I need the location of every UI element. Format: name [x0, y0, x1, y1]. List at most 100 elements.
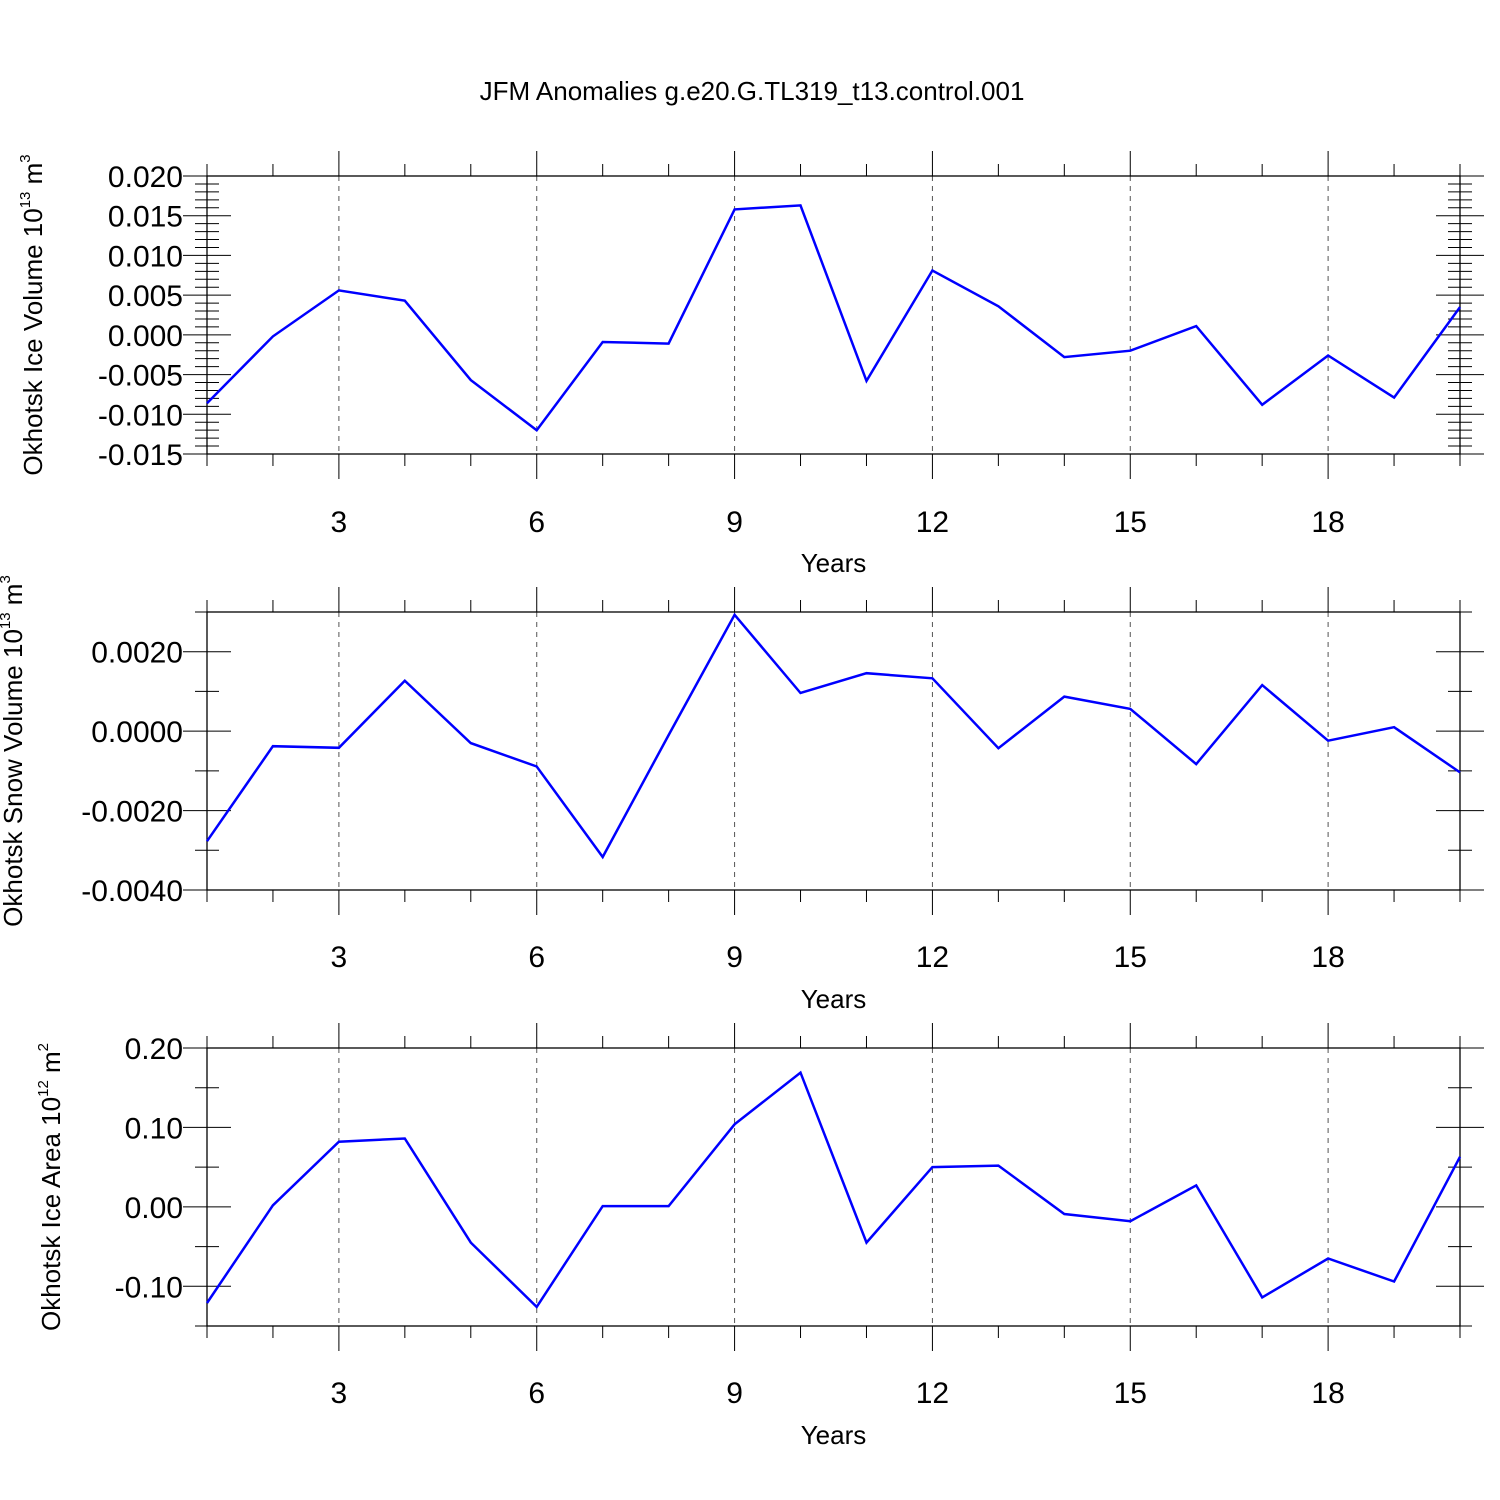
x-tick-label: 18: [1311, 1377, 1344, 1410]
data-point: [1128, 349, 1132, 353]
x-tick-label: 9: [726, 1377, 743, 1410]
x-tick-label: 9: [726, 941, 743, 974]
data-point: [271, 744, 275, 748]
y-tick-label: 0.10: [125, 1112, 183, 1145]
data-point: [205, 839, 209, 843]
data-point: [1458, 305, 1462, 309]
plot-frame: [206, 175, 1461, 455]
data-point: [930, 269, 934, 273]
data-point: [864, 671, 868, 675]
x-tick-label: 3: [331, 1377, 348, 1410]
plot-frame: [206, 1047, 1461, 1327]
data-point: [1260, 683, 1264, 687]
data-point: [1062, 695, 1066, 699]
y-axis-label: Okhotsk Snow Volume 1013 m3: [0, 575, 28, 927]
data-point: [667, 733, 671, 737]
series-line: [205, 1070, 1462, 1309]
x-axis-label: Years: [801, 548, 867, 578]
data-point: [337, 746, 341, 750]
data-point: [469, 741, 473, 745]
data-point: [1458, 1155, 1462, 1159]
data-point: [1326, 1256, 1330, 1260]
x-tick-label: 12: [916, 506, 949, 539]
data-point: [799, 691, 803, 695]
data-point: [535, 1305, 539, 1309]
data-point: [930, 676, 934, 680]
data-point: [799, 203, 803, 207]
data-point: [403, 1137, 407, 1141]
x-tick-label: 3: [331, 941, 348, 974]
y-axis-label: Okhotsk Ice Area 1012 m2: [35, 1043, 66, 1331]
panel-2: -0.0040 -0.0020 0.0000 0.0020 3 6 9 12 15 18 Years…: [0, 575, 1484, 1014]
x-tick-label: 12: [916, 941, 949, 974]
data-point: [996, 1164, 1000, 1168]
y-tick-label: -0.10: [115, 1271, 183, 1304]
data-point: [1326, 354, 1330, 358]
data-point: [271, 1203, 275, 1207]
y-tick-label: -0.005: [98, 360, 183, 393]
y-tick-label: 0.0020: [91, 637, 183, 670]
x-tick-label: 18: [1311, 506, 1344, 539]
x-axis-label: Years: [801, 984, 867, 1014]
data-point: [1260, 1295, 1264, 1299]
data-point: [601, 855, 605, 859]
panel-3: -0.10 0.00 0.10 0.20 3 6 9 12 15 18 Years Okhotsk I…: [35, 1023, 1484, 1450]
data-point: [1392, 725, 1396, 729]
chart-title: JFM Anomalies g.e20.G.TL319_t13.control.…: [480, 76, 1025, 106]
x-tick-label: 15: [1114, 941, 1147, 974]
data-point: [1128, 707, 1132, 711]
data-point: [403, 679, 407, 683]
data-point: [337, 288, 341, 292]
y-tick-label: 0.005: [108, 280, 183, 313]
y-tick-label: 0.20: [125, 1033, 183, 1066]
data-point: [864, 1241, 868, 1245]
y-tick-label: -0.015: [98, 439, 183, 472]
data-point: [733, 613, 737, 617]
data-point: [601, 1204, 605, 1208]
x-tick-label: 6: [528, 506, 545, 539]
series-line: [206, 204, 1462, 432]
data-point: [733, 1122, 737, 1126]
data-point: [1326, 739, 1330, 743]
y-tick-label: 0.020: [108, 161, 183, 194]
data-point: [337, 1140, 341, 1144]
data-point: [1194, 324, 1198, 328]
data-point: [1260, 403, 1264, 407]
y-tick-label: 0.010: [108, 240, 183, 273]
data-point: [469, 1241, 473, 1245]
data-point: [930, 1165, 934, 1169]
data-point: [535, 764, 539, 768]
x-tick-label: 12: [916, 1377, 949, 1410]
series-line: [205, 612, 1461, 860]
y-tick-label: -0.0040: [81, 875, 183, 908]
y-tick-label: 0.000: [108, 320, 183, 353]
x-tick-label: 15: [1114, 506, 1147, 539]
data-point: [667, 342, 671, 346]
x-tick-label: 6: [528, 941, 545, 974]
data-point: [1194, 1183, 1198, 1187]
y-tick-label: 0.0000: [91, 716, 183, 749]
data-point: [799, 1071, 803, 1075]
data-point: [1458, 770, 1462, 774]
data-point: [1194, 762, 1198, 766]
data-point: [469, 378, 473, 382]
data-point: [271, 334, 275, 338]
data-point: [205, 1301, 209, 1305]
data-point: [733, 207, 737, 211]
panel-1: -0.015 -0.010 -0.005 0.000 0.005 0.010 0.015 0.…: [17, 151, 1484, 578]
y-tick-label: 0.00: [125, 1192, 183, 1225]
x-tick-label: 6: [528, 1377, 545, 1410]
data-point: [205, 401, 209, 405]
x-tick-label: 9: [726, 506, 743, 539]
data-point: [864, 379, 868, 383]
y-tick-label: 0.015: [108, 201, 183, 234]
data-point: [601, 340, 605, 344]
data-point: [1062, 1212, 1066, 1216]
x-tick-label: 3: [331, 506, 348, 539]
plot-frame: [206, 611, 1461, 891]
x-axis-label: Years: [801, 1420, 867, 1450]
x-tick-label: 15: [1114, 1377, 1147, 1410]
y-axis-label: Okhotsk Ice Volume 1013 m3: [17, 154, 48, 475]
